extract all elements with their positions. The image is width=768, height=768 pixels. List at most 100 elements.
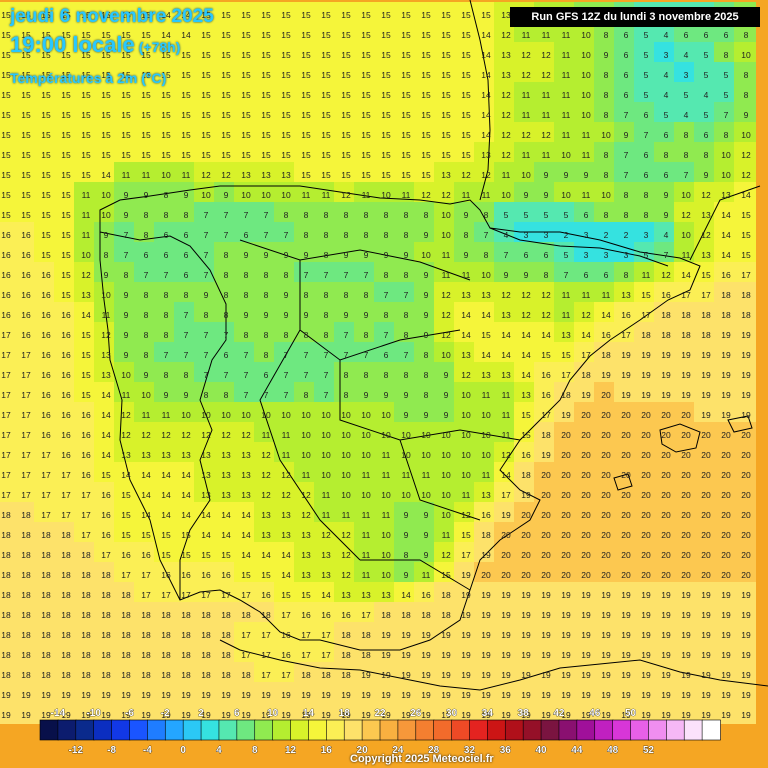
temperature-value: 18 (21, 510, 31, 520)
temperature-value: 19 (21, 710, 31, 720)
temperature-value: 20 (521, 550, 531, 560)
temperature-value: 8 (404, 550, 409, 560)
temperature-cell (674, 362, 696, 384)
temperature-cell (334, 482, 356, 504)
temperature-cell (54, 622, 76, 644)
temperature-value: 11 (502, 410, 511, 420)
temperature-value: 7 (164, 270, 169, 280)
temperature-value: 19 (461, 690, 471, 700)
temperature-cell (454, 622, 476, 644)
temperature-cell (414, 42, 436, 64)
temperature-cell (0, 462, 16, 484)
temperature-value: 14 (481, 350, 491, 360)
temperature-cell (134, 542, 156, 564)
temperature-cell (514, 622, 536, 644)
temperature-cell (274, 122, 296, 144)
temperature-value: 20 (661, 410, 671, 420)
temperature-value: 16 (1, 250, 11, 260)
temperature-value: 15 (281, 90, 291, 100)
temperature-cell (254, 62, 276, 84)
temperature-value: 17 (561, 370, 571, 380)
temperature-value: 11 (602, 290, 611, 300)
temperature-cell (734, 282, 756, 304)
temperature-cell (394, 102, 416, 124)
forecast-date: jeudi 6 novembre 2025 (10, 6, 214, 27)
temperature-value: 17 (261, 650, 271, 660)
temperature-cell (714, 362, 736, 384)
temperature-value: 11 (362, 570, 371, 580)
temperature-value: 12 (421, 190, 431, 200)
temperature-value: 14 (141, 470, 151, 480)
temperature-cell (254, 442, 276, 464)
temperature-value: 14 (721, 230, 731, 240)
temperature-value: 20 (701, 490, 711, 500)
temperature-cell (434, 542, 456, 564)
temperature-value: 18 (481, 530, 491, 540)
temperature-cell (334, 702, 356, 724)
temperature-cell (714, 382, 736, 404)
temperature-value: 9 (504, 270, 509, 280)
legend-bottom-label: 0 (180, 745, 186, 756)
temperature-cell (674, 462, 696, 484)
temperature-value: 11 (462, 190, 471, 200)
legend-bottom-label: 24 (392, 745, 404, 756)
temperature-value: 14 (161, 510, 171, 520)
temperature-value: 5 (724, 70, 729, 80)
temperature-cell (574, 22, 596, 44)
temperature-cell (714, 682, 736, 704)
temperature-value: 16 (61, 450, 71, 460)
temperature-value: 15 (541, 350, 551, 360)
temperature-cell (574, 262, 596, 284)
temperature-cell (14, 262, 36, 284)
temperature-cell (594, 102, 616, 124)
temperature-cell (594, 422, 616, 444)
temperature-value: 18 (21, 670, 31, 680)
temperature-value: 10 (421, 250, 431, 260)
temperature-cell (494, 182, 516, 204)
temperature-cell (254, 102, 276, 124)
temperature-cell (134, 662, 156, 684)
temperature-cell (154, 562, 176, 584)
temperature-value: 20 (741, 470, 751, 480)
temperature-value: 15 (741, 230, 751, 240)
temperature-cell (314, 282, 336, 304)
temperature-value: 8 (404, 330, 409, 340)
temperature-value: 15 (161, 130, 171, 140)
temperature-value: 16 (61, 350, 71, 360)
legend-bottom-label: 16 (321, 745, 333, 756)
temperature-value: 12 (261, 450, 271, 460)
temperature-cell (0, 522, 16, 544)
temperature-value: 14 (461, 330, 471, 340)
temperature-value: 15 (21, 90, 31, 100)
temperature-value: 6 (584, 210, 589, 220)
legend-top-label: -6 (125, 708, 134, 719)
temperature-cell (0, 642, 16, 664)
temperature-value: 20 (641, 450, 651, 460)
temperature-cell (354, 502, 376, 524)
temperature-cell (614, 222, 636, 244)
temperature-value: 11 (562, 90, 571, 100)
temperature-cell (694, 442, 716, 464)
temperature-cell (574, 622, 596, 644)
temperature-value: 12 (221, 170, 231, 180)
temperature-cell (174, 642, 196, 664)
temperature-value: 7 (324, 350, 329, 360)
temperature-value: 17 (61, 470, 71, 480)
temperature-value: 8 (364, 230, 369, 240)
temperature-value: 19 (621, 610, 631, 620)
temperature-value: 11 (142, 170, 151, 180)
temperature-cell (314, 42, 336, 64)
temperature-cell (634, 102, 656, 124)
temperature-cell (314, 162, 336, 184)
temperature-cell (134, 162, 156, 184)
temperature-value: 5 (644, 30, 649, 40)
temperature-cell (354, 642, 376, 664)
temperature-value: 14 (201, 530, 211, 540)
temperature-value: 15 (381, 90, 391, 100)
temperature-cell (494, 162, 516, 184)
temperature-value: 15 (461, 90, 471, 100)
temperature-cell (354, 402, 376, 424)
temperature-value: 7 (624, 170, 629, 180)
temperature-value: 18 (41, 670, 51, 680)
temperature-cell (474, 702, 496, 724)
